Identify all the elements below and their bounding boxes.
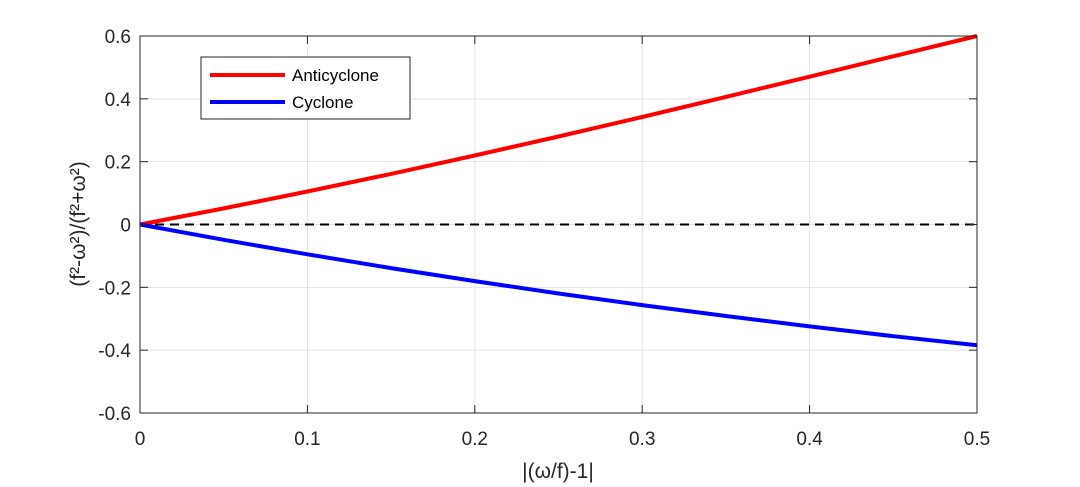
legend-label-anticyclone: Anticyclone [292, 66, 379, 85]
y-tick-label: -0.2 [98, 278, 131, 299]
y-tick-label: 0.4 [105, 90, 132, 111]
legend-label-cyclone: Cyclone [292, 93, 353, 112]
x-tick-label: 0 [135, 429, 146, 450]
x-tick-label: 0.5 [964, 429, 990, 450]
y-tick-label: 0.2 [105, 153, 131, 174]
y-tick-label: 0.6 [105, 27, 131, 48]
x-tick-label: 0.4 [796, 429, 823, 450]
x-axis-label: |(ω/f)-1| [522, 460, 594, 483]
y-tick-label: -0.6 [98, 404, 131, 425]
x-axis-ticks: 0 0.1 0.2 0.3 0.4 0.5 [135, 36, 990, 450]
y-tick-label: -0.4 [98, 341, 131, 362]
legend-box [200, 56, 411, 120]
y-axis-label: (f²-ω²)/(f²+ω²) [67, 161, 90, 287]
series-line-cyclone [139, 222, 978, 348]
x-tick-label: 0.3 [629, 429, 655, 450]
series-lines [139, 34, 978, 348]
series-line-anticyclone [139, 34, 978, 227]
x-tick-label: 0.1 [294, 429, 320, 450]
legend: Anticyclone Cyclone [200, 56, 411, 120]
y-tick-label: 0 [120, 216, 131, 237]
x-tick-label: 0.2 [462, 429, 488, 450]
y-axis-ticks: 0.6 0.4 0.2 0 -0.2 -0.4 -0.6 [98, 27, 977, 425]
